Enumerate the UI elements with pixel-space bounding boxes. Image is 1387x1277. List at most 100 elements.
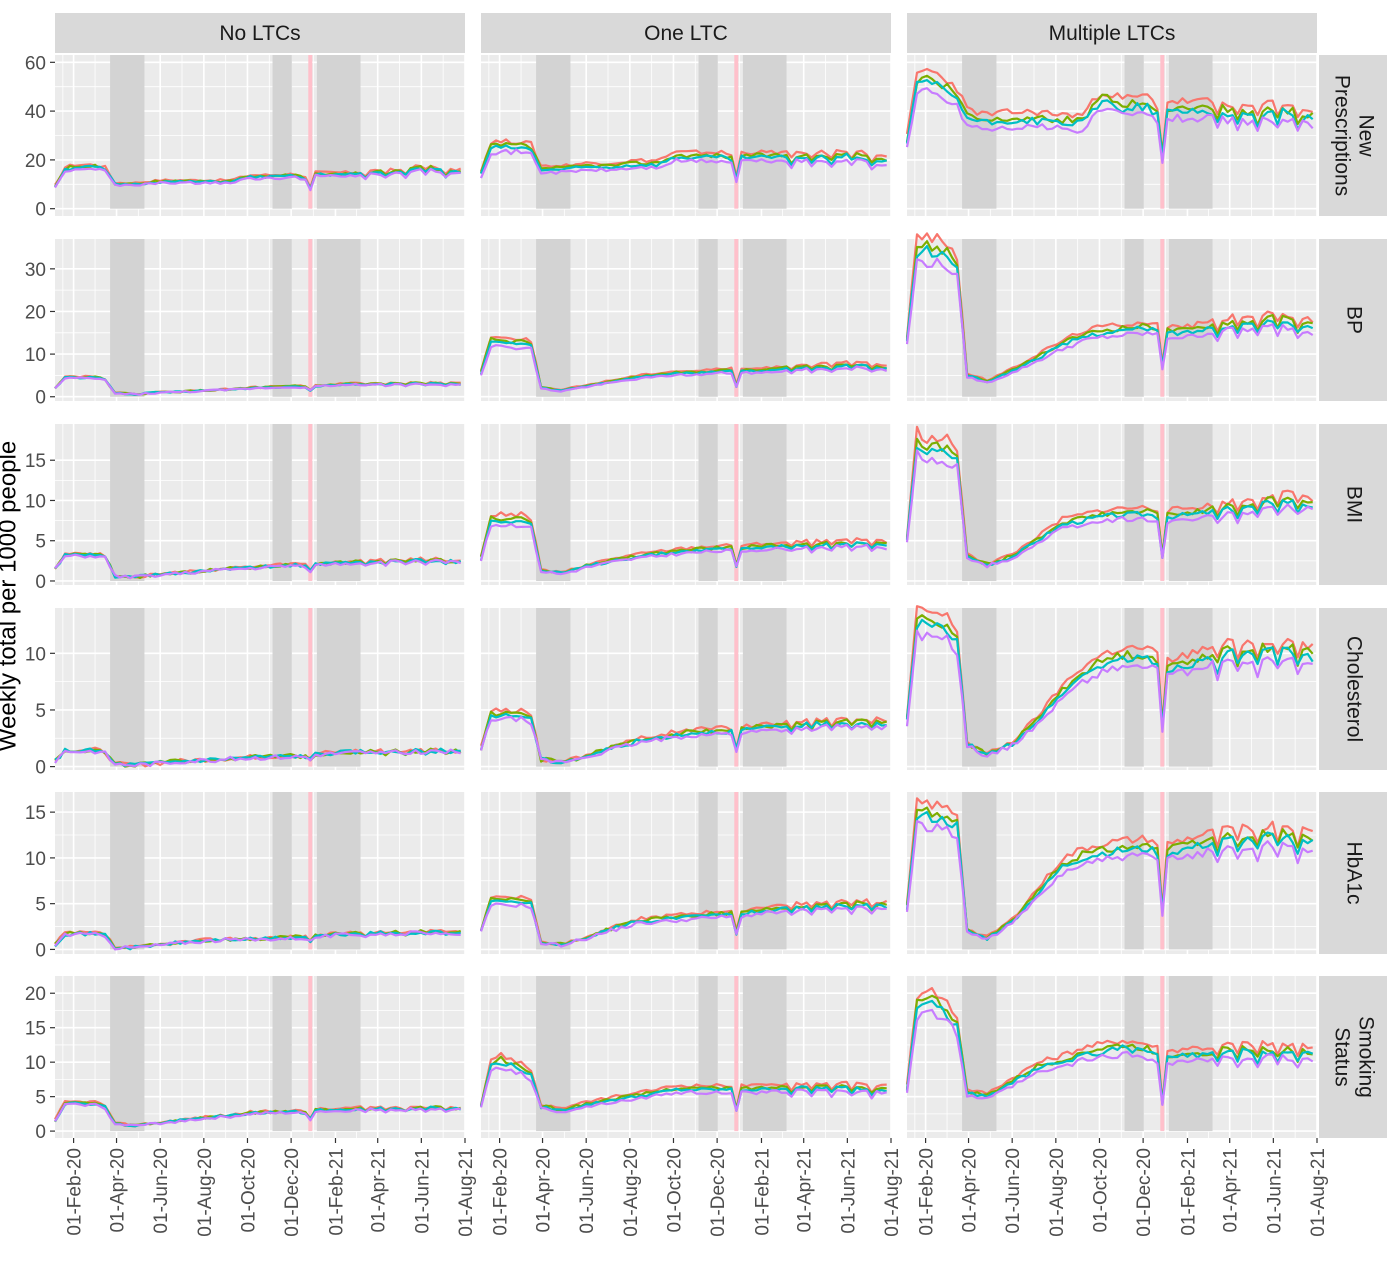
y-tick-label: 40 bbox=[25, 102, 46, 123]
series-line bbox=[54, 167, 461, 192]
series-line bbox=[479, 1055, 887, 1112]
x-tick-label: 01-Feb-20 bbox=[65, 1148, 86, 1236]
holiday-highlight bbox=[734, 239, 739, 397]
series-line bbox=[479, 710, 887, 763]
row-strip: BMI bbox=[1319, 424, 1387, 585]
lockdown-shading bbox=[316, 792, 361, 950]
x-tick-label: 01-Oct-20 bbox=[664, 1148, 685, 1232]
lockdown-shading bbox=[272, 239, 292, 397]
panel-1-2 bbox=[905, 232, 1318, 401]
series-line bbox=[54, 748, 461, 768]
series-line bbox=[479, 1066, 887, 1114]
holiday-highlight bbox=[734, 55, 739, 209]
lockdown-shading bbox=[698, 608, 718, 767]
x-tick-label: 01-Oct-20 bbox=[1090, 1148, 1111, 1232]
panel-2-0 bbox=[54, 424, 466, 585]
y-tick-label: 15 bbox=[25, 803, 46, 824]
series-line bbox=[479, 344, 888, 393]
lockdown-shading bbox=[1168, 792, 1213, 950]
lockdown-shading bbox=[1168, 55, 1213, 209]
series-line bbox=[479, 138, 887, 178]
series-line bbox=[905, 87, 1314, 164]
series-line bbox=[54, 930, 461, 951]
x-tick-label: 01-Aug-21 bbox=[882, 1148, 903, 1237]
lockdown-shading bbox=[316, 976, 361, 1132]
lockdown-shading bbox=[110, 976, 145, 1132]
lockdown-shading bbox=[1168, 424, 1213, 581]
y-tick-label: 0 bbox=[35, 758, 46, 779]
holiday-highlight bbox=[1160, 55, 1165, 209]
series-line bbox=[479, 148, 887, 184]
lockdown-shading bbox=[536, 239, 571, 397]
column-strip-label: One LTC bbox=[644, 22, 728, 45]
series-line bbox=[479, 522, 888, 576]
holiday-highlight bbox=[1160, 792, 1165, 950]
row-strip-label: Status bbox=[1330, 1027, 1353, 1087]
holiday-highlight bbox=[1160, 608, 1165, 767]
series-line bbox=[905, 629, 1313, 758]
x-tick-label: 01-Apr-21 bbox=[795, 1148, 816, 1233]
lockdown-shading bbox=[1124, 976, 1144, 1132]
y-tick-label: 60 bbox=[25, 53, 46, 74]
series-line bbox=[54, 1102, 461, 1127]
x-tick-label: 01-Jun-21 bbox=[838, 1148, 859, 1234]
lockdown-shading bbox=[1124, 239, 1144, 397]
y-tick-label: 15 bbox=[25, 1019, 46, 1040]
y-tick-label: 5 bbox=[35, 895, 46, 916]
series-line bbox=[905, 449, 1314, 569]
lockdown-shading bbox=[698, 976, 718, 1132]
row-strip: Cholesterol bbox=[1319, 608, 1387, 770]
panel-5-1 bbox=[479, 976, 892, 1138]
series-line bbox=[905, 987, 1313, 1103]
row-strip-label: HbA1c bbox=[1342, 841, 1365, 904]
series-line bbox=[905, 999, 1314, 1106]
y-tick-label: 30 bbox=[25, 260, 46, 281]
panel-0-0 bbox=[54, 55, 466, 216]
lockdown-shading bbox=[962, 55, 997, 209]
row-strip-background bbox=[1319, 976, 1387, 1138]
lockdown-shading bbox=[536, 608, 571, 767]
row-strip-background bbox=[1319, 239, 1387, 401]
y-tick-label: 10 bbox=[25, 849, 46, 870]
x-tick-label: 01-Aug-20 bbox=[195, 1148, 216, 1237]
lockdown-shading bbox=[698, 55, 718, 209]
panel-1-0 bbox=[54, 239, 466, 401]
lockdown-shading bbox=[536, 55, 571, 209]
lockdown-shading bbox=[962, 792, 997, 950]
lockdown-shading bbox=[316, 424, 361, 581]
holiday-highlight bbox=[308, 608, 313, 767]
row-strip-background bbox=[1319, 55, 1387, 216]
column-strip-label: Multiple LTCs bbox=[1049, 22, 1176, 45]
lockdown-shading bbox=[1124, 608, 1144, 767]
x-tick-label: 01-Dec-20 bbox=[708, 1148, 729, 1237]
axes-layer: 0 20 40 60 0 10 20 30 0 5 10 15 0 5 10 0 5 10 15 0 5 10 15 20 01… bbox=[25, 53, 1329, 1236]
y-tick-label: 15 bbox=[25, 451, 46, 472]
x-tick-label: 01-Dec-20 bbox=[282, 1148, 303, 1237]
y-tick-label: 20 bbox=[25, 151, 46, 172]
lockdown-shading bbox=[536, 424, 571, 581]
lockdown-shading bbox=[316, 608, 361, 767]
y-tick-label: 10 bbox=[25, 644, 46, 665]
series-line bbox=[905, 1008, 1314, 1106]
lockdown-shading bbox=[536, 792, 571, 950]
panel-5-0 bbox=[54, 976, 466, 1138]
y-tick-label: 0 bbox=[35, 388, 46, 409]
series-line bbox=[905, 245, 1314, 384]
lockdown-shading bbox=[272, 976, 292, 1132]
panel-4-0 bbox=[54, 792, 466, 954]
lockdown-shading bbox=[110, 608, 145, 767]
x-tick-label: 01-Jun-20 bbox=[151, 1148, 172, 1234]
row-strip-background bbox=[1319, 424, 1387, 585]
lockdown-shading bbox=[316, 239, 361, 397]
series-line bbox=[54, 376, 461, 396]
lockdown-shading bbox=[1168, 239, 1213, 397]
lockdown-shading bbox=[742, 424, 787, 581]
lockdown-shading bbox=[272, 792, 292, 950]
series-line bbox=[54, 553, 462, 580]
column-strip bbox=[907, 13, 1317, 53]
column-strip bbox=[481, 13, 891, 53]
panel-3-0 bbox=[54, 608, 466, 770]
x-tick-label: 01-Apr-21 bbox=[369, 1148, 390, 1233]
panel-3-2 bbox=[905, 605, 1318, 770]
